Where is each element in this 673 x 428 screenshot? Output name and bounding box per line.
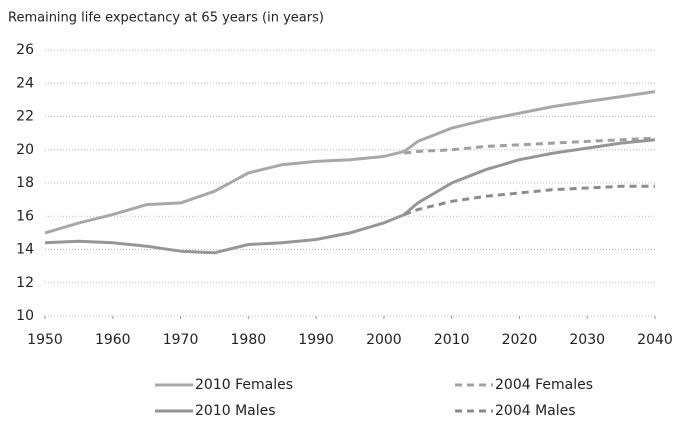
legend-label: 2010 Females	[195, 377, 293, 393]
x-tick-label: 1950	[27, 332, 63, 348]
series-line	[403, 184, 655, 217]
x-tick-label: 2000	[366, 332, 402, 348]
y-tick-label: 24	[16, 75, 34, 91]
y-tick-label: 26	[16, 42, 34, 58]
x-tick-label: 1970	[163, 332, 199, 348]
chart-title: Remaining life expectancy at 65 years (i…	[8, 11, 324, 26]
y-tick-label: 14	[16, 242, 34, 258]
y-tick-label: 18	[16, 175, 34, 191]
x-tick-label: 2020	[502, 332, 538, 348]
series-line	[404, 136, 656, 155]
x-tick-label: 2040	[637, 332, 673, 348]
x-tick-label: 1990	[298, 332, 334, 348]
y-tick-label: 12	[16, 275, 34, 291]
legend-label: 2004 Females	[495, 377, 593, 393]
x-tick-label: 1960	[95, 332, 131, 348]
x-tick-label: 1980	[231, 332, 267, 348]
y-tick-label: 16	[16, 208, 34, 224]
y-tick-label: 22	[16, 109, 34, 125]
series-line	[44, 138, 656, 255]
x-tick-label: 2010	[434, 332, 470, 348]
y-tick-label: 20	[16, 142, 34, 158]
legend-label: 2010 Males	[195, 403, 276, 419]
x-tick-label: 2030	[569, 332, 605, 348]
legend-label: 2004 Males	[495, 403, 576, 419]
series-line	[44, 90, 656, 235]
y-tick-label: 10	[16, 308, 34, 324]
